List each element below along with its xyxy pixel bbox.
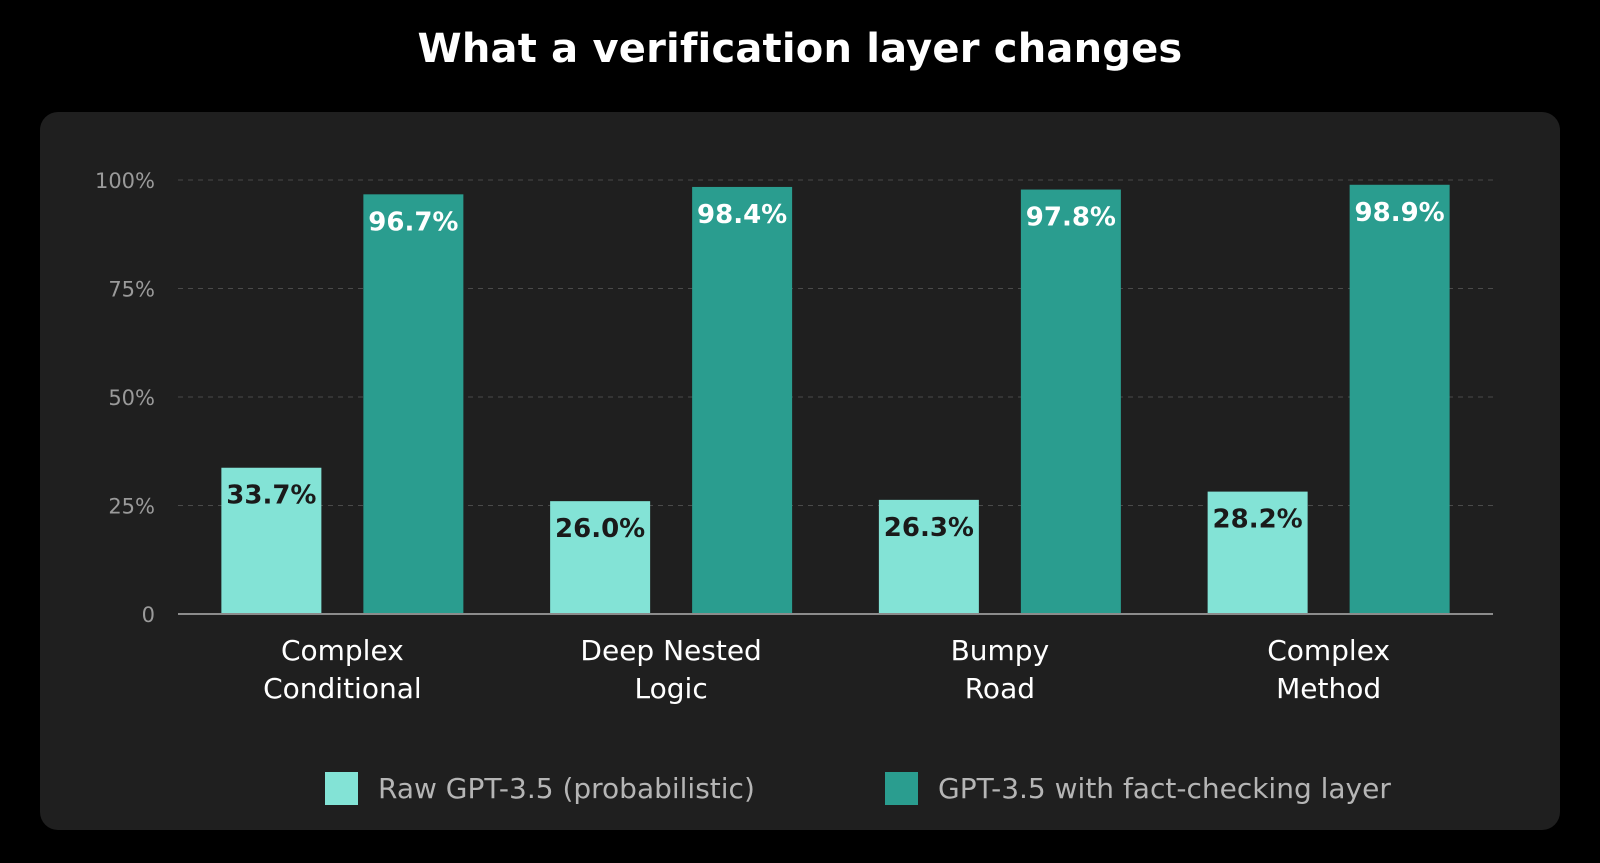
y-tick-label: 50% bbox=[108, 386, 155, 410]
bar-raw bbox=[550, 501, 651, 614]
bar-raw bbox=[878, 499, 979, 614]
bar-verified bbox=[692, 186, 793, 614]
x-tick-label: Conditional bbox=[263, 672, 422, 705]
bar-verified bbox=[1020, 189, 1121, 614]
x-tick-label: Logic bbox=[635, 672, 708, 705]
legend-swatch-verified bbox=[885, 771, 918, 805]
legend-label-raw: Raw GPT-3.5 (probabilistic) bbox=[378, 771, 755, 805]
data-label: 28.2% bbox=[1213, 505, 1303, 535]
bar-verified bbox=[363, 194, 464, 614]
y-tick-label: 75% bbox=[108, 278, 155, 302]
bar-verified bbox=[1349, 184, 1450, 615]
data-label: 96.7% bbox=[368, 207, 458, 237]
legend-item-verified: GPT-3.5 with fact-checking layer bbox=[885, 770, 1391, 806]
bar-raw bbox=[1207, 491, 1308, 614]
data-label: 26.3% bbox=[884, 513, 974, 543]
legend-item-raw: Raw GPT-3.5 (probabilistic) bbox=[325, 770, 755, 806]
y-tick-label: 100% bbox=[95, 169, 155, 193]
data-label: 33.7% bbox=[226, 481, 316, 511]
x-tick-label: Road bbox=[965, 672, 1035, 705]
y-tick-label: 25% bbox=[108, 495, 155, 519]
x-tick-label: Deep Nested bbox=[580, 634, 761, 667]
data-label: 26.0% bbox=[555, 514, 645, 544]
x-tick-label: Method bbox=[1276, 672, 1381, 705]
data-label: 98.4% bbox=[697, 200, 787, 230]
data-label: 97.8% bbox=[1026, 203, 1116, 233]
chart-title: What a verification layer changes bbox=[417, 26, 1183, 72]
y-tick-label: 0 bbox=[142, 603, 155, 627]
legend: Raw GPT-3.5 (probabilistic) GPT-3.5 with… bbox=[0, 770, 1600, 810]
x-tick-label: Complex bbox=[1267, 634, 1390, 667]
legend-swatch-raw bbox=[325, 771, 358, 805]
x-tick-label: Bumpy bbox=[951, 634, 1050, 667]
legend-label-verified: GPT-3.5 with fact-checking layer bbox=[938, 771, 1391, 805]
bar-raw bbox=[221, 467, 322, 614]
data-label: 98.9% bbox=[1355, 198, 1445, 228]
x-tick-label: Complex bbox=[281, 634, 404, 667]
